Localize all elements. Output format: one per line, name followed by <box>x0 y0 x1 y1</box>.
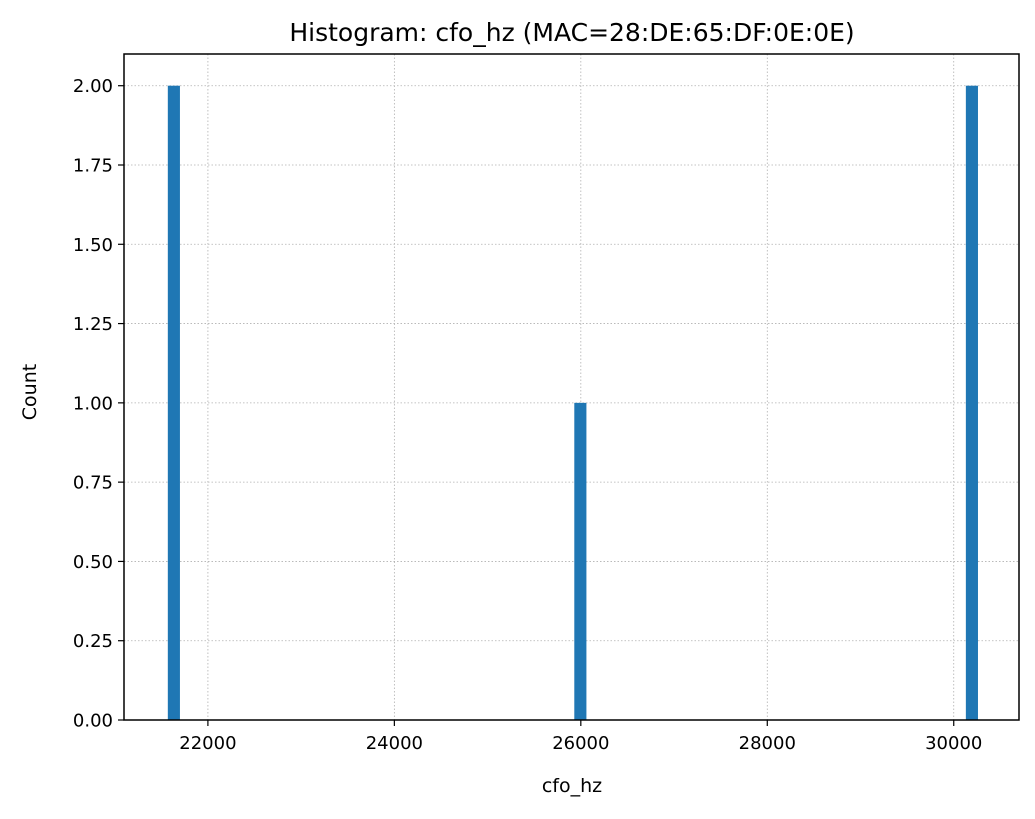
chart-title: Histogram: cfo_hz (MAC=28:DE:65:DF:0E:0E… <box>289 18 854 47</box>
y-axis-label: Count <box>19 364 41 420</box>
grid-lines <box>124 54 1019 721</box>
x-tick-label: 28000 <box>739 733 796 754</box>
histogram-bars <box>167 85 978 720</box>
histogram-bar <box>965 85 978 720</box>
x-tick-label: 24000 <box>366 733 423 754</box>
histogram-bar <box>574 402 587 720</box>
histogram-bar <box>167 85 180 720</box>
y-tick-label: 0.75 <box>73 473 113 494</box>
y-tick-label: 1.75 <box>73 156 113 177</box>
y-tick-label: 0.00 <box>73 711 113 732</box>
y-tick-label: 0.25 <box>73 631 113 652</box>
x-tick-label: 22000 <box>179 733 236 754</box>
y-tick-label: 1.00 <box>73 393 113 414</box>
y-tick-label: 0.50 <box>73 552 113 573</box>
x-axis-label: cfo_hz <box>542 775 602 797</box>
axis-ticks: 22000 24000 26000 28000 30000 0.00 0.25 0.50 0.7… <box>73 76 982 754</box>
y-tick-label: 2.00 <box>73 76 113 97</box>
axes-frame <box>123 53 1020 721</box>
x-tick-label: 30000 <box>925 733 982 754</box>
plot-axes <box>123 53 1020 721</box>
y-tick-label: 1.50 <box>73 235 113 256</box>
y-tick-label: 1.25 <box>73 314 113 335</box>
x-tick-label: 26000 <box>552 733 609 754</box>
